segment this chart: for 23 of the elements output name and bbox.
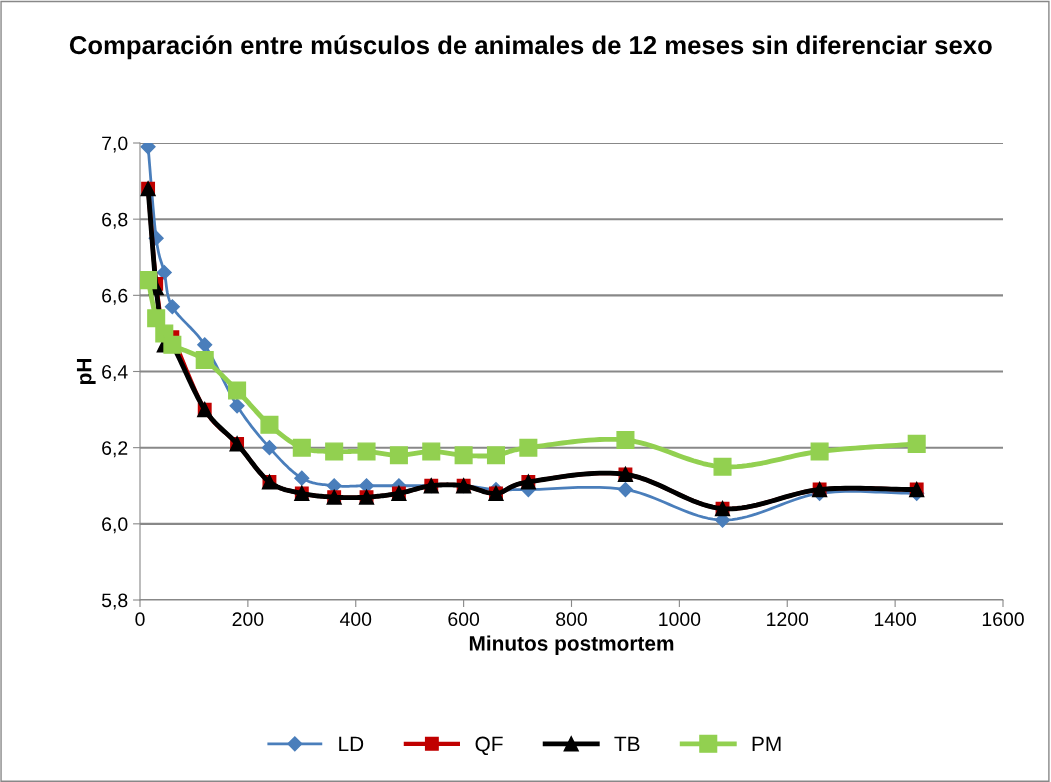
- x-tick-label: 800: [556, 612, 587, 627]
- x-tick-label: 600: [448, 612, 480, 627]
- x-tick-label: 400: [339, 612, 372, 627]
- chart-title: Comparación entre músculos de animales de 12 meses sin diferenciar sexo: [69, 35, 992, 60]
- x-tick-label: 1000: [659, 612, 701, 627]
- y-axis-title: pH: [76, 359, 96, 385]
- y-tick-label: 7,0: [102, 136, 128, 153]
- y-tick-label: 6,6: [102, 288, 128, 305]
- x-axis-title: Minutos postmortem: [469, 635, 674, 655]
- x-tick-label: 0: [135, 612, 145, 627]
- legend-label: PM: [752, 736, 781, 752]
- legend-label: TB: [614, 736, 640, 752]
- x-tick-label: 1600: [982, 612, 1024, 627]
- x-tick-label: 200: [232, 612, 264, 627]
- y-tick-label: 6,8: [102, 212, 128, 229]
- y-tick-label: 5,8: [101, 593, 128, 610]
- x-tick-label: 1200: [767, 612, 809, 627]
- y-tick-label: 6,4: [102, 364, 128, 382]
- legend-label: LD: [339, 736, 364, 752]
- x-tick-label: 1400: [874, 612, 916, 627]
- y-tick-label: 6,2: [102, 441, 128, 458]
- legend-label: QF: [475, 736, 503, 756]
- y-tick-label: 6,0: [102, 517, 128, 534]
